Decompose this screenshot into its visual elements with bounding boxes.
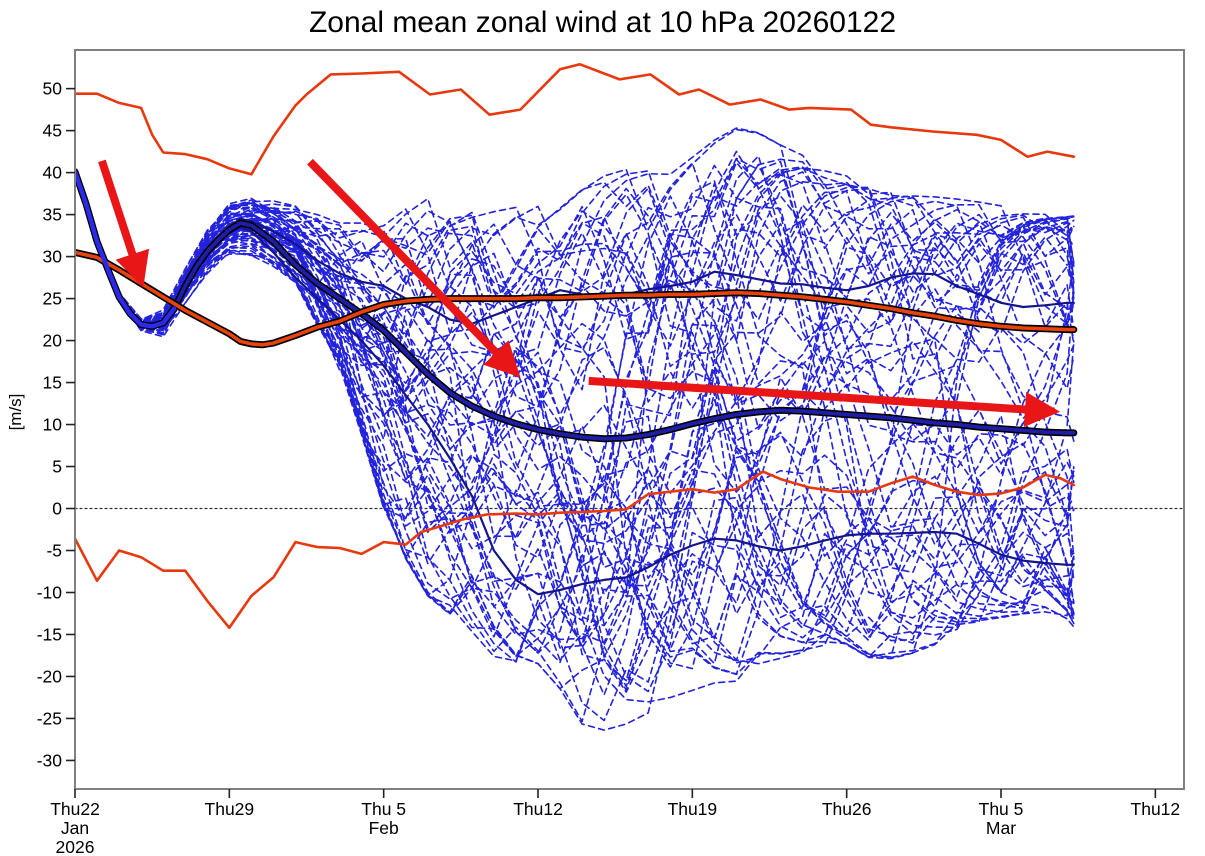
y-tick-label: -10 bbox=[37, 582, 63, 602]
ensemble-member-line bbox=[75, 171, 1075, 693]
y-tick-label: 50 bbox=[43, 79, 63, 99]
ensemble-member-line bbox=[75, 170, 1075, 668]
x-tick-label: Thu12 bbox=[513, 799, 563, 819]
x-tick-label: Feb bbox=[369, 818, 399, 838]
ensemble-member-line bbox=[75, 170, 1075, 619]
ensemble-member-line bbox=[75, 170, 1075, 584]
x-tick-label: Thu22 bbox=[50, 799, 100, 819]
ensemble-member-line bbox=[75, 171, 1075, 691]
ensemble-member-line bbox=[75, 167, 1075, 624]
y-tick-label: 40 bbox=[43, 163, 63, 183]
x-tick-label: Thu12 bbox=[1131, 799, 1181, 819]
ensemble-member-line bbox=[75, 170, 1075, 658]
ensemble-members bbox=[75, 127, 1075, 731]
x-tick-label: Thu 5 bbox=[361, 799, 406, 819]
ensemble-member-line bbox=[75, 170, 1075, 422]
y-tick-label: 15 bbox=[43, 373, 62, 393]
x-tick-label: 2026 bbox=[56, 837, 95, 856]
clim-lower-line bbox=[75, 470, 1076, 630]
ensemble-member-line bbox=[75, 128, 1075, 334]
ensemble-member-line bbox=[75, 171, 1075, 723]
x-tick-label: Thu26 bbox=[822, 799, 872, 819]
ensemble-member-line bbox=[75, 170, 1075, 703]
ensemble-member-line bbox=[75, 170, 1075, 664]
y-tick-label: 45 bbox=[43, 121, 62, 141]
trend-arrow bbox=[307, 158, 521, 378]
y-tick-label: -15 bbox=[37, 624, 62, 644]
ensemble-member-line bbox=[75, 171, 1075, 523]
ensemble-member-line bbox=[75, 170, 1075, 682]
y-tick-label: 20 bbox=[43, 331, 63, 351]
y-tick-label: 25 bbox=[43, 289, 62, 309]
clim-upper-line bbox=[75, 63, 1076, 176]
ensemble-member-line bbox=[75, 163, 1075, 693]
ensemble-member-line bbox=[75, 170, 1075, 642]
y-tick-label: 5 bbox=[52, 457, 62, 477]
ensemble-member-line bbox=[75, 170, 1075, 344]
ensemble-member-line bbox=[75, 170, 1075, 657]
y-tick-label: 35 bbox=[43, 205, 62, 225]
ensemble-member-line bbox=[75, 171, 1075, 662]
y-tick-label: 30 bbox=[43, 247, 63, 267]
y-tick-label: -30 bbox=[37, 750, 63, 770]
plot-frame bbox=[74, 49, 1185, 790]
ensemble-member-line bbox=[75, 171, 1075, 508]
ensemble-member-line bbox=[75, 171, 1075, 663]
trend-arrow bbox=[588, 376, 1061, 428]
ensemble-member-line bbox=[75, 161, 1075, 358]
x-tick-label: Mar bbox=[986, 818, 1016, 838]
clim-mean-line bbox=[75, 250, 1076, 347]
x-tick-label: Thu19 bbox=[668, 799, 718, 819]
x-tick-label: Jan bbox=[61, 818, 89, 838]
chart-title: Zonal mean zonal wind at 10 hPa 20260122 bbox=[308, 6, 897, 39]
y-tick-label: 10 bbox=[43, 415, 63, 435]
y-tick-label: -25 bbox=[37, 708, 62, 728]
ensemble-member-line bbox=[75, 170, 1075, 545]
ensemble-member-line bbox=[75, 171, 1075, 550]
y-tick-label: 0 bbox=[52, 499, 62, 519]
ensemble-member-line bbox=[75, 171, 1075, 722]
x-tick-label: Thu 5 bbox=[979, 799, 1024, 819]
trend-arrow bbox=[98, 159, 150, 288]
ensemble-member-line bbox=[75, 170, 1075, 390]
analysis-start-line bbox=[75, 169, 177, 329]
ensemble-member-line bbox=[75, 127, 1075, 437]
ensemble-member-line bbox=[75, 171, 1075, 659]
x-tick-label: Thu29 bbox=[205, 799, 255, 819]
ensemble-member-line bbox=[75, 170, 1075, 538]
y-tick-label: -5 bbox=[46, 541, 62, 561]
y-tick-label: -20 bbox=[37, 666, 63, 686]
ensemble-member-line bbox=[75, 170, 1075, 644]
